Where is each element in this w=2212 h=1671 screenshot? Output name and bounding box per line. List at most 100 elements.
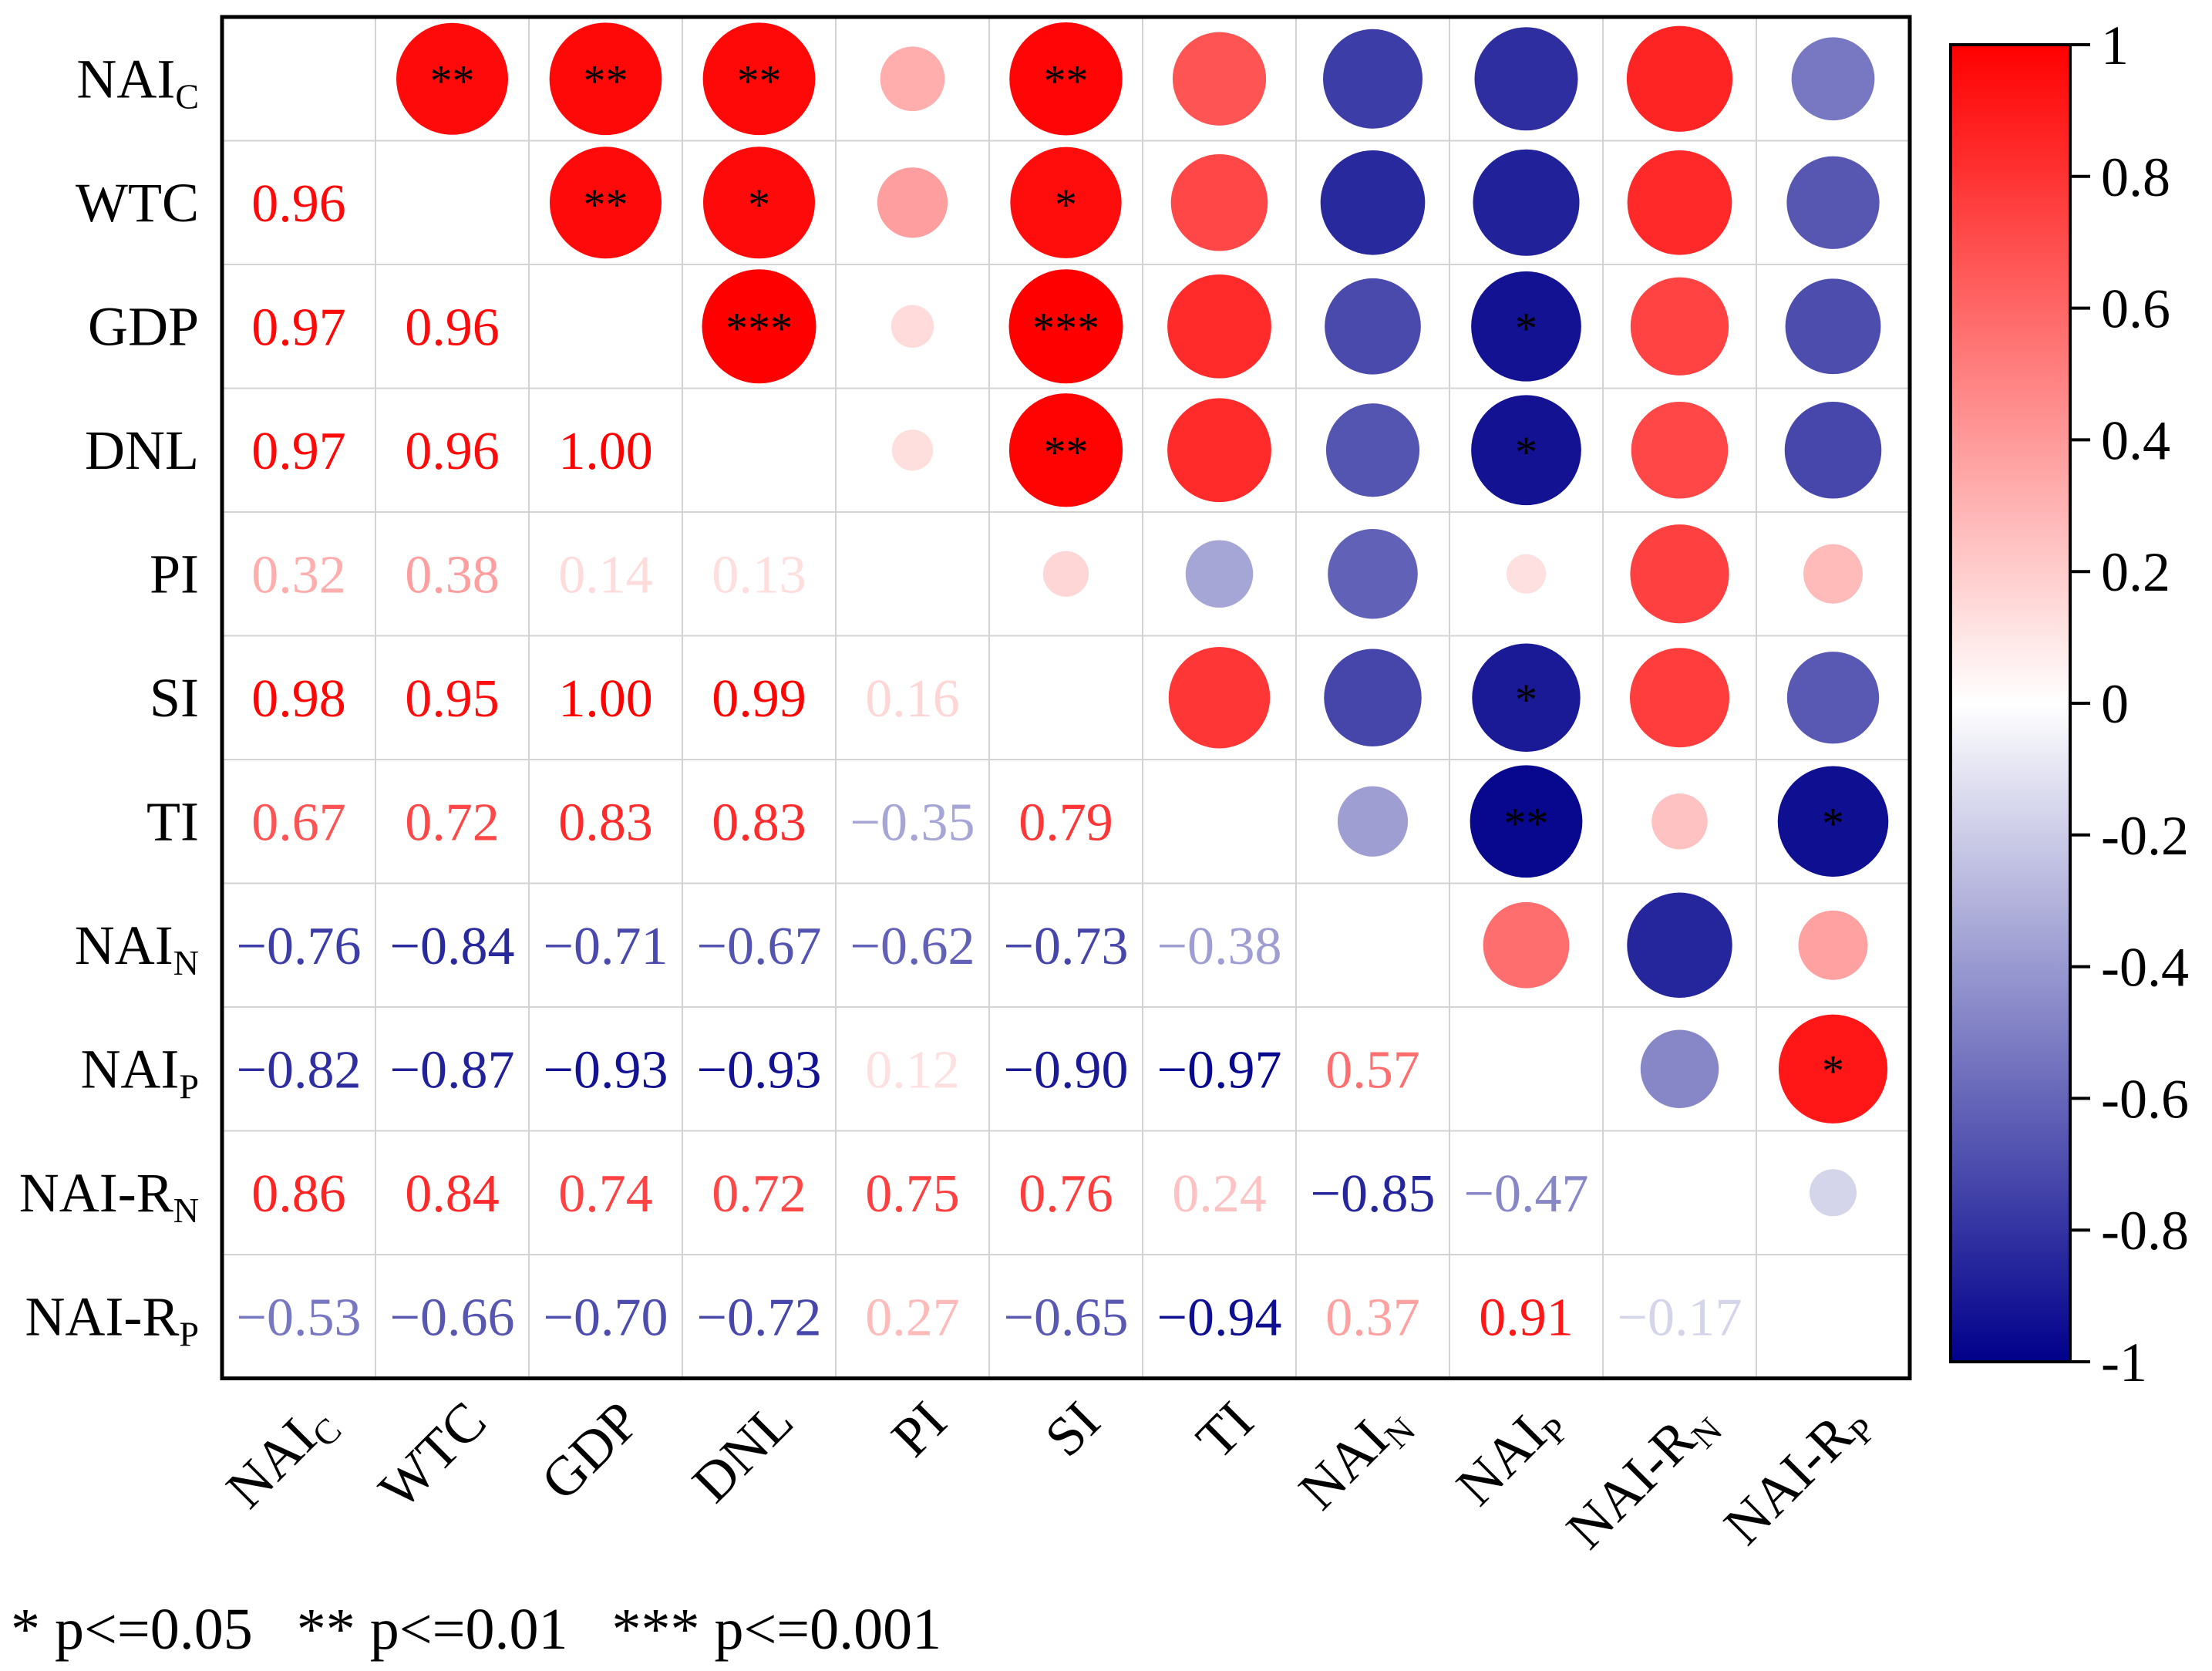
corr-circle — [1172, 32, 1267, 126]
corr-circle — [1627, 150, 1732, 255]
corr-value: −0.17 — [1618, 1288, 1742, 1347]
corr-circle — [1627, 892, 1732, 998]
corr-circle — [1778, 1014, 1888, 1124]
corr-value: −0.84 — [390, 917, 515, 976]
corr-circle — [1777, 766, 1889, 877]
corr-circle — [1471, 271, 1581, 382]
corr-value: −0.93 — [544, 1040, 668, 1100]
corr-value: 0.38 — [405, 545, 500, 605]
x-tick-label-main: NAI-R — [1712, 1403, 1865, 1556]
y-tick-label-main: NAI — [76, 48, 175, 109]
significance-mark: * — [1822, 1046, 1844, 1096]
corr-value: 0.75 — [865, 1164, 960, 1224]
x-tick-label-main: GDP — [529, 1390, 651, 1511]
colorbar-tick-label: -0.4 — [2101, 937, 2189, 999]
significance-mark: * — [1055, 180, 1077, 230]
colorbar-tick-label: 0.6 — [2101, 278, 2170, 340]
corr-circle — [1008, 269, 1123, 384]
corr-circle — [1167, 398, 1271, 503]
corr-circle — [549, 22, 662, 136]
x-tick-label: NAI-RN — [1554, 1390, 1729, 1565]
significance-mark: * — [748, 180, 770, 230]
corr-circle — [1473, 149, 1580, 256]
y-tick-label: WTC — [76, 172, 199, 234]
corr-circle — [1322, 29, 1423, 129]
corr-circle — [1784, 401, 1882, 499]
x-tick-label: PI — [880, 1390, 958, 1468]
corr-value: 0.86 — [251, 1164, 346, 1224]
corr-circle — [1809, 1169, 1857, 1217]
corr-circle — [880, 46, 945, 112]
x-tick-label: NAIN — [1287, 1390, 1422, 1525]
y-tick-label-sub: P — [179, 1314, 199, 1353]
corr-circle — [1629, 648, 1730, 748]
corr-value: −0.72 — [697, 1288, 822, 1347]
significance-mark: ** — [1044, 427, 1089, 477]
corr-circle — [549, 147, 662, 259]
y-tick-label: NAIP — [80, 1038, 199, 1106]
significance-mark: * — [1822, 798, 1844, 848]
y-tick-label: SI — [150, 667, 199, 729]
x-tick-label-main: SI — [1033, 1390, 1112, 1468]
grid-lines — [222, 17, 1910, 1379]
corr-value: 0.95 — [405, 669, 500, 729]
y-tick-label-main: SI — [150, 667, 199, 729]
corr-value: −0.97 — [1157, 1040, 1282, 1100]
significance-mark: *** — [726, 303, 793, 353]
corr-circle — [1471, 395, 1581, 506]
y-tick-label-main: NAI — [80, 1038, 179, 1100]
corr-value: −0.87 — [390, 1040, 515, 1100]
corr-circle — [1010, 147, 1122, 258]
corr-circle — [1640, 1029, 1719, 1108]
x-tick-label: WTC — [367, 1390, 498, 1521]
x-tick-label: GDP — [529, 1390, 651, 1511]
corr-value: −0.93 — [697, 1040, 822, 1100]
x-tick-label-main: DNL — [681, 1390, 805, 1514]
colorbar-tick-label: 0.8 — [2101, 147, 2170, 208]
corr-value: 0.57 — [1325, 1040, 1420, 1100]
x-tick-label: NAIP — [1445, 1390, 1577, 1521]
y-tick-label-main: TI — [146, 790, 199, 852]
corr-circle — [1786, 652, 1880, 744]
corr-circle — [1009, 22, 1123, 136]
corr-circle — [1167, 274, 1271, 379]
significance-mark: ** — [1504, 798, 1549, 848]
significance-mark: ** — [737, 56, 782, 106]
corr-circle — [1170, 153, 1268, 251]
significance-mark: * — [1515, 303, 1537, 353]
corr-value: 0.67 — [251, 793, 346, 852]
y-tick-label: NAI-RN — [19, 1162, 199, 1230]
y-tick-label: TI — [146, 790, 199, 852]
y-tick-label-main: DNL — [85, 419, 199, 481]
corr-circle — [702, 22, 816, 136]
corr-value: 0.37 — [1325, 1288, 1420, 1347]
corr-circle — [1785, 278, 1881, 375]
corr-value: 0.97 — [251, 422, 346, 481]
y-tick-label-main: WTC — [76, 172, 199, 234]
corr-circle — [1651, 793, 1708, 850]
corr-value: 0.91 — [1479, 1288, 1574, 1347]
corr-value: 0.13 — [712, 545, 806, 605]
x-tick-label-main: NAI-R — [1554, 1408, 1707, 1561]
significance-mark: ** — [584, 56, 628, 106]
corr-value: 0.32 — [251, 545, 346, 605]
corr-circle — [1168, 646, 1271, 749]
y-tick-label-main: NAI-R — [25, 1285, 179, 1347]
corr-circle — [1803, 544, 1863, 604]
y-tick-label: NAIC — [76, 48, 199, 116]
significance-mark: ** — [430, 56, 475, 106]
corr-value: −0.71 — [544, 917, 668, 976]
corr-circle — [1483, 901, 1570, 989]
significance-legend: * p<=0.05 ** p<=0.01 *** p<=0.001 — [11, 1597, 941, 1662]
corr-circle — [1324, 649, 1422, 746]
colorbar-gradient — [1949, 43, 2072, 1363]
colorbar-tick-label: 0 — [2101, 673, 2129, 735]
corr-value: −0.90 — [1004, 1040, 1129, 1100]
corr-circle — [1325, 403, 1420, 497]
corr-value: 0.79 — [1018, 793, 1113, 852]
corr-circle — [1630, 524, 1729, 624]
corr-value: −0.94 — [1157, 1288, 1282, 1347]
corr-value: 0.12 — [865, 1040, 960, 1100]
corr-value: −0.35 — [850, 793, 975, 852]
